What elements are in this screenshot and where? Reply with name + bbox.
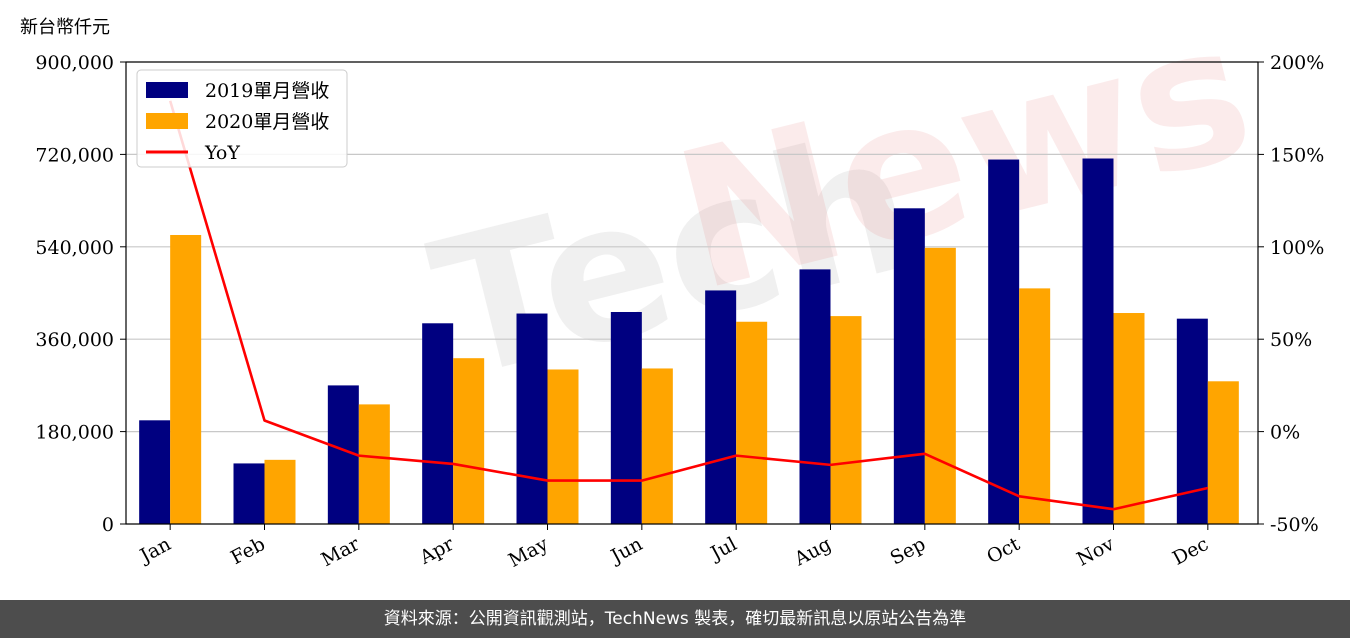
legend-swatch <box>146 113 188 129</box>
bar-2020 <box>1207 381 1239 524</box>
x-tick-label: Apr <box>415 533 458 570</box>
y-left-tick-label: 0 <box>102 514 114 536</box>
y-left-tick-label: 540,000 <box>35 237 114 259</box>
bar-2019 <box>799 269 831 524</box>
bar-2020 <box>264 459 296 524</box>
legend-label: 2020單月營收 <box>205 111 329 133</box>
technews-watermark-logo-news: News <box>658 0 1271 333</box>
bar-2019 <box>988 159 1020 525</box>
source-footer: 資料來源：公開資訊觀測站，TechNews 製表，確切最新訊息以原站公告為準 <box>0 600 1350 638</box>
svg-text:News: News <box>658 0 1271 333</box>
y-right-tick-label: 0% <box>1270 422 1300 444</box>
x-tick-label: Oct <box>983 533 1024 568</box>
yoy-line <box>168 100 1209 511</box>
y-right-tick-label: 200% <box>1270 52 1324 74</box>
x-tick-label: Jan <box>135 533 175 568</box>
bar-2019 <box>139 420 171 524</box>
x-tick-label: Sep <box>887 533 930 570</box>
bar-2019 <box>1082 158 1114 525</box>
x-tick-label: Nov <box>1073 533 1118 571</box>
bar-2020 <box>830 316 862 524</box>
y-right-tick-label: -50% <box>1270 514 1319 536</box>
bar-2020 <box>453 358 485 524</box>
y-left-tick-label: 720,000 <box>35 144 114 166</box>
plot-frame <box>125 61 1259 525</box>
y-right-tick-label: 50% <box>1270 329 1312 351</box>
x-tick-label: Dec <box>1169 533 1212 570</box>
source-note: 資料來源：公開資訊觀測站，TechNews 製表，確切最新訊息以原站公告為準 <box>383 609 967 629</box>
bar-2020 <box>170 234 202 524</box>
legend-label: 2019單月營收 <box>205 80 329 102</box>
unit-label: 新台幣仟元 <box>20 17 110 38</box>
legend-swatch <box>146 82 188 98</box>
y-left-tick-label: 360,000 <box>35 329 114 351</box>
y-right-tick-label: 150% <box>1270 144 1324 166</box>
bar-2019 <box>233 463 265 524</box>
bars-group <box>139 158 1239 525</box>
x-tick-label: Feb <box>227 533 269 569</box>
revenue-chart: Tech News 新台幣仟元 0180,000360,000540,00072… <box>20 0 1324 572</box>
x-tick-label: Aug <box>790 533 835 571</box>
bar-2019 <box>705 290 737 524</box>
x-tick-label: Jul <box>706 533 741 566</box>
bar-2020 <box>547 369 579 524</box>
legend-box <box>136 69 348 168</box>
x-tick-label: Jun <box>606 533 646 568</box>
bar-2019 <box>516 313 548 524</box>
x-tick-label: May <box>505 533 552 572</box>
bar-2020 <box>1113 313 1145 524</box>
bar-2020 <box>1019 288 1051 524</box>
y-right-tick-label: 100% <box>1270 237 1324 259</box>
y-left-tick-label: 180,000 <box>35 422 114 444</box>
bar-2019 <box>893 208 925 525</box>
bar-2019 <box>610 311 642 524</box>
bar-2020 <box>641 368 673 524</box>
y-left-tick-label: 900,000 <box>35 52 114 74</box>
x-tick-label: Mar <box>318 533 364 572</box>
bar-2020 <box>358 404 390 524</box>
bar-2020 <box>924 247 956 524</box>
legend-label: YoY <box>204 142 240 164</box>
bar-2019 <box>422 323 454 524</box>
legend: 2019單月營收 2020單月營收 YoY <box>136 69 348 168</box>
bar-2020 <box>736 321 768 524</box>
